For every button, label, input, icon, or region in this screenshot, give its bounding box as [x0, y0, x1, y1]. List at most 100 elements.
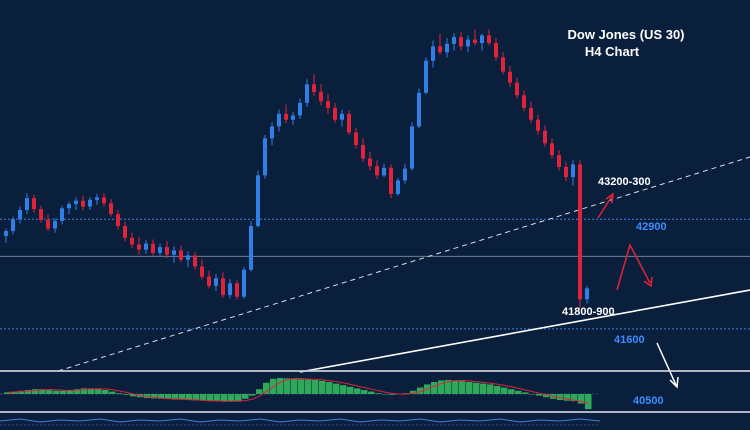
candle-body — [53, 220, 57, 229]
oscillator-bar — [354, 388, 361, 394]
candle — [109, 198, 113, 217]
candle-body — [452, 37, 456, 44]
oscillator-bar — [480, 383, 487, 394]
candle-body — [165, 247, 169, 255]
oscillator-bar — [74, 389, 81, 394]
candle-body — [571, 164, 575, 178]
candle — [459, 32, 463, 51]
oscillator-bar — [221, 394, 228, 402]
oscillator-bar — [18, 390, 25, 394]
oscillator-bar — [452, 380, 459, 394]
oscillator-bar — [284, 378, 291, 394]
oscillator-bar — [123, 394, 130, 395]
candle-body — [256, 175, 260, 226]
candle-body — [291, 115, 295, 120]
oscillator-histogram — [4, 378, 592, 410]
oscillator-bar — [382, 394, 389, 395]
candle — [144, 240, 148, 254]
candle-body — [18, 209, 22, 220]
candle — [312, 74, 316, 97]
oscillator-bar — [186, 394, 193, 401]
candle — [529, 101, 533, 124]
candle-body — [319, 91, 323, 102]
oscillator-bar — [431, 382, 438, 394]
candle — [25, 193, 29, 215]
candle-body — [305, 84, 309, 103]
candle-body — [284, 113, 288, 120]
oscillator-bar — [368, 391, 375, 394]
candle — [151, 239, 155, 256]
candle-body — [382, 167, 386, 176]
oscillator-bar — [305, 379, 312, 394]
oscillator-bar — [144, 394, 151, 398]
oscillator-bar — [235, 394, 242, 401]
candle-body — [333, 107, 337, 120]
white-down-arrow-head — [669, 376, 679, 389]
candle — [200, 259, 204, 280]
oscillator-bar — [417, 387, 424, 394]
candle-body — [347, 113, 351, 133]
candle-body — [578, 164, 582, 300]
candles-layer — [4, 29, 589, 308]
candle-body — [564, 166, 568, 178]
candle — [494, 37, 498, 61]
oscillator-bar — [473, 382, 480, 394]
candle — [375, 160, 379, 179]
candle — [389, 164, 393, 199]
candle — [305, 79, 309, 108]
oscillator-bar — [494, 386, 501, 394]
oscillator-bar — [578, 394, 585, 404]
oscillator-bar — [347, 386, 354, 394]
oscillator-bar — [585, 394, 592, 410]
upper-dashed-trendline — [57, 156, 750, 372]
candle-body — [249, 225, 253, 270]
candle — [102, 193, 106, 207]
oscillator-bar — [53, 390, 60, 394]
candle — [18, 206, 22, 224]
oscillator-bar — [116, 393, 123, 394]
oscillator-bar — [459, 381, 466, 394]
candle — [480, 33, 484, 51]
candle-body — [438, 46, 442, 53]
oscillator-bar — [207, 394, 214, 402]
candle-body — [277, 113, 281, 127]
candle-body — [354, 132, 358, 146]
candle — [466, 35, 470, 53]
oscillator-bar — [200, 394, 207, 401]
candle-body — [116, 214, 120, 226]
candle — [228, 279, 232, 299]
candle — [186, 251, 190, 268]
oscillator-bar — [571, 394, 578, 402]
oscillator-bar — [445, 379, 452, 394]
candle-body — [214, 278, 218, 286]
candle-body — [109, 203, 113, 215]
candle — [270, 122, 274, 146]
oscillator-bar — [466, 382, 473, 394]
candle-body — [459, 37, 463, 47]
candle-body — [123, 225, 127, 238]
red-zigzag-arrow-head — [643, 276, 653, 288]
candle — [235, 279, 239, 300]
candle — [263, 134, 267, 179]
candle-body — [158, 247, 162, 253]
candle-body — [39, 209, 43, 221]
candle-body — [88, 199, 92, 207]
oscillator-bar — [39, 389, 46, 394]
candle — [256, 170, 260, 228]
oscillator-bar — [389, 394, 396, 395]
candle — [193, 252, 197, 270]
candle-body — [522, 95, 526, 108]
candle — [515, 77, 519, 99]
candle-body — [151, 243, 155, 253]
oscillator-bar — [522, 392, 529, 394]
candle — [172, 246, 176, 264]
candle — [67, 201, 71, 215]
oscillator-bar — [88, 388, 95, 394]
oscillator-bar — [508, 389, 515, 394]
candle — [473, 29, 477, 46]
oscillator-bar — [291, 378, 298, 394]
candle-body — [193, 255, 197, 267]
candle-body — [417, 92, 421, 127]
candle-body — [536, 119, 540, 131]
candle — [130, 232, 134, 248]
